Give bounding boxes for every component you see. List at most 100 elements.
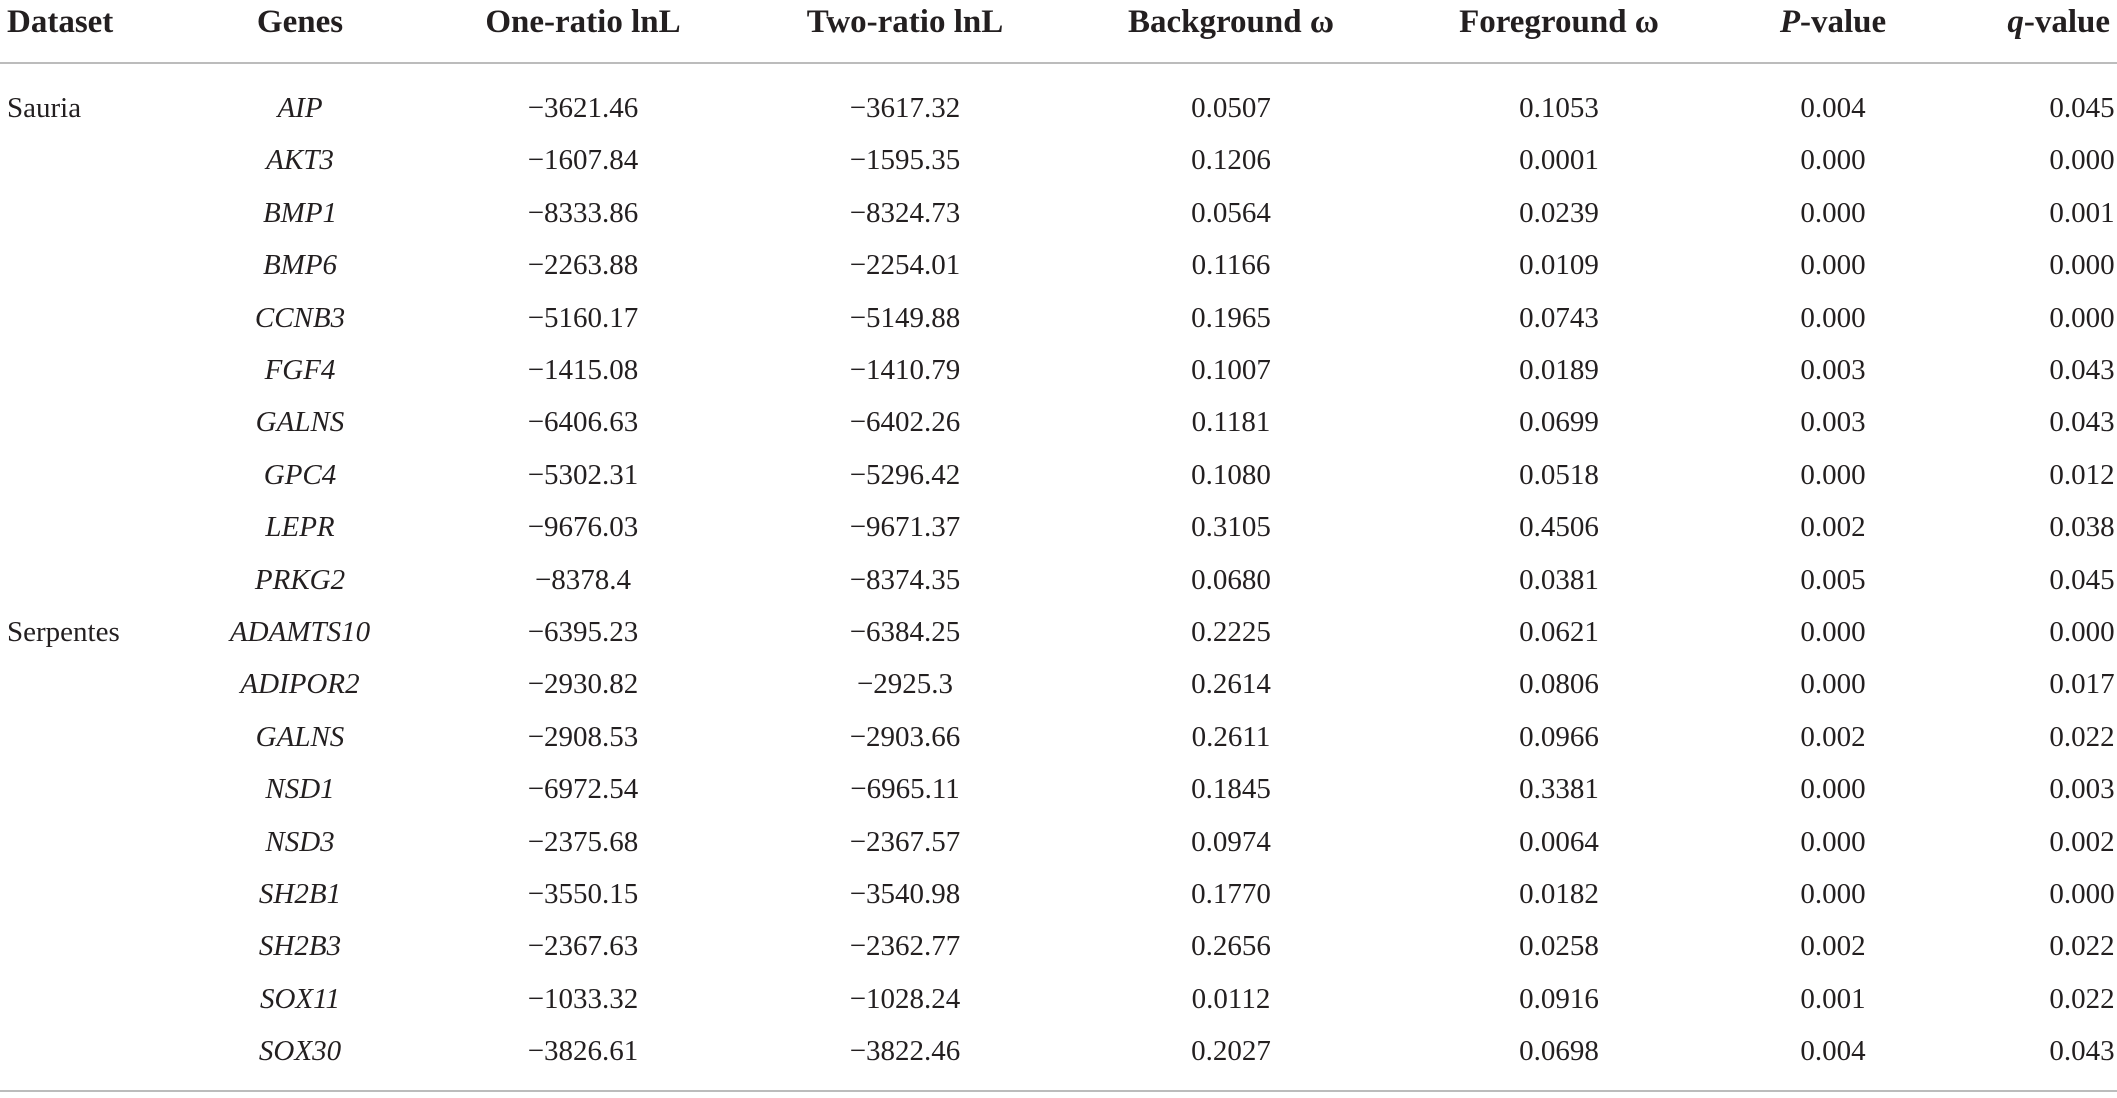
table-cell: −8374.35 bbox=[849, 563, 961, 596]
table-cell: 0.1845 bbox=[1191, 773, 1271, 806]
table-cell: −5296.42 bbox=[849, 458, 961, 491]
table-cell: 0.0189 bbox=[1519, 354, 1599, 386]
table-cell: 0.0064 bbox=[1519, 825, 1599, 858]
column-header: q-value bbox=[2007, 4, 2110, 40]
table-cell: 0.000 bbox=[1800, 458, 1866, 491]
table-cell: 0.000 bbox=[2049, 616, 2115, 648]
table-cell: −6406.63 bbox=[527, 406, 639, 439]
table-cell: −3550.15 bbox=[527, 878, 639, 910]
table-cell: 0.2225 bbox=[1191, 616, 1271, 648]
table-cell: 0.2614 bbox=[1191, 668, 1271, 701]
table-cell: 0.001 bbox=[1800, 982, 1866, 1015]
table-cell: 0.0239 bbox=[1519, 196, 1599, 229]
table-cell: 0.0564 bbox=[1191, 196, 1271, 229]
table-cell: 0.2656 bbox=[1191, 930, 1271, 963]
gene-name: CCNB3 bbox=[254, 301, 346, 334]
gene-name: SH2B3 bbox=[258, 930, 342, 963]
table-cell: −5160.17 bbox=[527, 301, 639, 334]
table-cell: −6395.23 bbox=[527, 616, 639, 648]
table-cell: 0.002 bbox=[1800, 720, 1866, 753]
table-cell: 0.1007 bbox=[1191, 354, 1271, 386]
table-cell: 0.000 bbox=[2049, 878, 2115, 910]
gene-name: PRKG2 bbox=[254, 563, 346, 596]
table-cell: 0.0806 bbox=[1519, 668, 1599, 701]
table-cell: 0.004 bbox=[1800, 92, 1866, 124]
table-cell: −1607.84 bbox=[527, 144, 639, 177]
gene-name: FGF4 bbox=[264, 354, 336, 386]
table-cell: −1595.35 bbox=[849, 144, 961, 177]
column-header: Background ω bbox=[1128, 4, 1334, 40]
table-cell: −1410.79 bbox=[849, 354, 961, 386]
table-cell: 0.000 bbox=[1800, 144, 1866, 177]
table-cell: 0.022 bbox=[2049, 982, 2115, 1015]
table-cell: −2375.68 bbox=[527, 825, 639, 858]
table-cell: 0.002 bbox=[1800, 511, 1866, 544]
gene-name: BMP1 bbox=[262, 196, 338, 229]
gene-name: GALNS bbox=[255, 406, 345, 439]
table-cell: 0.000 bbox=[2049, 144, 2115, 177]
table-cell: 0.0966 bbox=[1519, 720, 1599, 753]
table-cell: 0.043 bbox=[2049, 406, 2115, 439]
table-cell: 0.045 bbox=[2049, 563, 2115, 596]
table-cell: 0.022 bbox=[2049, 720, 2115, 753]
column-header: Genes bbox=[256, 4, 344, 40]
table-cell: 0.043 bbox=[2049, 1035, 2115, 1068]
header-rule bbox=[0, 62, 2117, 64]
table-cell: 0.003 bbox=[2049, 773, 2115, 806]
gene-name: BMP6 bbox=[262, 249, 338, 282]
table-cell: −6972.54 bbox=[527, 773, 639, 806]
table-cell: −2908.53 bbox=[527, 720, 639, 753]
table-cell: −8333.86 bbox=[527, 196, 639, 229]
table-cell: 0.0507 bbox=[1191, 92, 1271, 124]
table-cell: 0.043 bbox=[2049, 354, 2115, 386]
table-cell: −2263.88 bbox=[527, 249, 639, 282]
table-cell: −3822.46 bbox=[849, 1035, 961, 1068]
table-cell: 0.2611 bbox=[1191, 720, 1271, 753]
gene-name: SOX11 bbox=[259, 982, 341, 1015]
gene-name: NSD1 bbox=[265, 773, 335, 806]
table-cell: −1028.24 bbox=[849, 982, 961, 1015]
dataset-label: Serpentes bbox=[7, 616, 120, 648]
table-cell: 0.1080 bbox=[1191, 458, 1271, 491]
table-cell: 0.3381 bbox=[1519, 773, 1599, 806]
table-cell: 0.0916 bbox=[1519, 982, 1599, 1015]
table-cell: 0.1206 bbox=[1191, 144, 1271, 177]
table-cell: 0.0698 bbox=[1519, 1035, 1599, 1068]
table-cell: −2362.77 bbox=[849, 930, 961, 963]
table-cell: 0.000 bbox=[2049, 249, 2115, 282]
table-cell: 0.1770 bbox=[1191, 878, 1271, 910]
table-cell: −8324.73 bbox=[849, 196, 961, 229]
table-cell: 0.000 bbox=[1800, 878, 1866, 910]
gene-name: GALNS bbox=[255, 720, 345, 753]
table-cell: 0.0182 bbox=[1519, 878, 1599, 910]
gene-name: ADAMTS10 bbox=[229, 616, 371, 648]
table-cell: 0.005 bbox=[1800, 563, 1866, 596]
table-cell: −6965.11 bbox=[850, 773, 960, 806]
gene-name: SOX30 bbox=[258, 1035, 342, 1068]
table-cell: 0.0001 bbox=[1519, 144, 1599, 177]
table-cell: 0.3105 bbox=[1191, 511, 1271, 544]
gene-name: GPC4 bbox=[263, 458, 337, 491]
dataset-label: Sauria bbox=[7, 92, 82, 124]
table-cell: −6402.26 bbox=[849, 406, 961, 439]
table-cell: 0.012 bbox=[2049, 458, 2115, 491]
column-header: Foreground ω bbox=[1459, 4, 1659, 40]
table-cell: 0.000 bbox=[1800, 301, 1866, 334]
table-cell: −2367.63 bbox=[527, 930, 639, 963]
table-cell: −3540.98 bbox=[849, 878, 961, 910]
table-cell: 0.045 bbox=[2049, 92, 2115, 124]
table-cell: 0.0258 bbox=[1519, 930, 1599, 963]
table-cell: 0.000 bbox=[1800, 196, 1866, 229]
table-cell: −2254.01 bbox=[849, 249, 961, 282]
table-cell: 0.002 bbox=[1800, 930, 1866, 963]
table-cell: 0.000 bbox=[1800, 249, 1866, 282]
table-cell: 0.0518 bbox=[1519, 458, 1599, 491]
table-cell: 0.000 bbox=[1800, 616, 1866, 648]
table-cell: −9671.37 bbox=[849, 511, 961, 544]
table-cell: −2930.82 bbox=[527, 668, 639, 701]
table-cell: 0.0381 bbox=[1519, 563, 1599, 596]
table-cell: −5149.88 bbox=[849, 301, 961, 334]
table-cell: −3826.61 bbox=[527, 1035, 639, 1068]
table-cell: 0.1181 bbox=[1191, 406, 1271, 439]
